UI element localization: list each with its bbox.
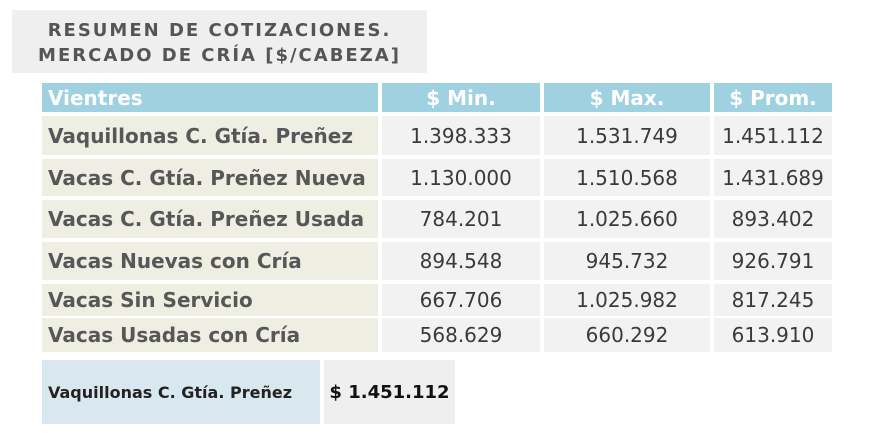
row-prom: 817.245 [714,284,832,316]
title-line-2: MERCADO DE CRÍA [$/CABEZA] [38,45,401,66]
title-line-1: RESUMEN DE COTIZACIONES. [47,20,392,41]
row-label: Vacas Sin Servicio [42,284,378,316]
header-min: $ Min. [382,83,540,112]
row-prom: 1.431.689 [714,159,832,196]
row-max: 1.531.749 [544,116,710,155]
row-max: 1.025.660 [544,200,710,238]
row-min: 1.398.333 [382,116,540,155]
row-min: 667.706 [382,284,540,316]
row-max: 945.732 [544,242,710,280]
row-label: Vacas C. Gtía. Preñez Nueva [42,159,378,196]
row-prom: 926.791 [714,242,832,280]
header-max: $ Max. [544,83,710,112]
row-max: 1.025.982 [544,284,710,316]
row-prom: 893.402 [714,200,832,238]
summary-value: $ 1.451.112 [324,360,455,424]
row-max: 660.292 [544,318,710,352]
row-label: Vacas Usadas con Cría [42,318,378,352]
row-min: 568.629 [382,318,540,352]
summary-label: Vaquillonas C. Gtía. Preñez [42,360,320,424]
title-box: RESUMEN DE COTIZACIONES. MERCADO DE CRÍA… [12,10,427,73]
row-label: Vacas C. Gtía. Preñez Usada [42,200,378,238]
header-prom: $ Prom. [714,83,832,112]
row-label: Vaquillonas C. Gtía. Preñez [42,116,378,155]
row-label: Vacas Nuevas con Cría [42,242,378,280]
row-min: 1.130.000 [382,159,540,196]
row-prom: 1.451.112 [714,116,832,155]
row-prom: 613.910 [714,318,832,352]
row-min: 784.201 [382,200,540,238]
row-min: 894.548 [382,242,540,280]
row-max: 1.510.568 [544,159,710,196]
header-vientres: Vientres [42,83,378,112]
